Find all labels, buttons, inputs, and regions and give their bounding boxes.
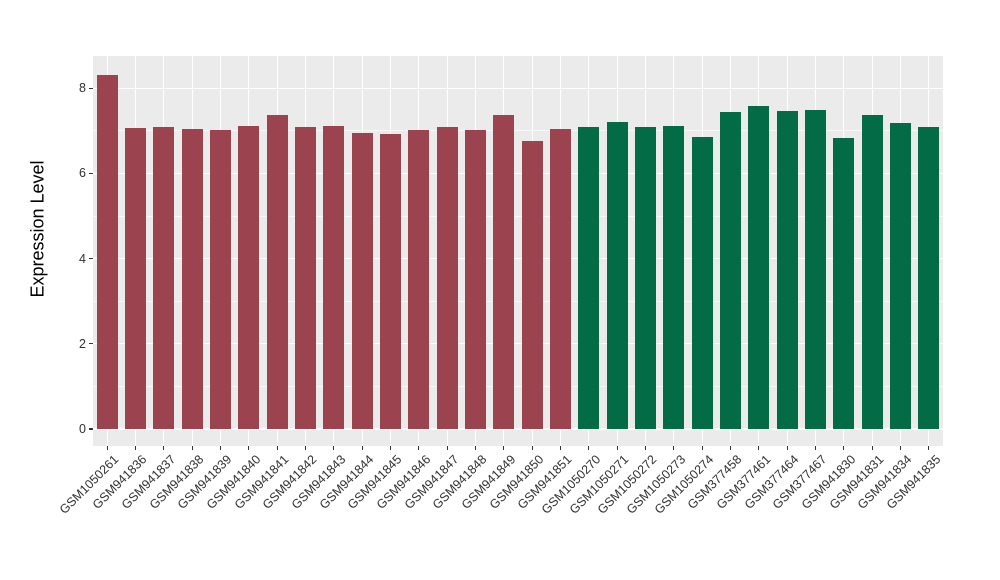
bar-GSM941831 (861, 115, 883, 429)
x-tick-mark (361, 446, 363, 450)
gridline-minor (93, 215, 943, 217)
x-tick-mark (333, 446, 335, 450)
x-tick-mark (163, 446, 165, 450)
bar-GSM941830 (833, 138, 855, 429)
x-tick-mark (786, 446, 788, 450)
x-tick-mark (559, 446, 562, 450)
bar-GSM941850 (521, 141, 543, 429)
x-tick-mark (446, 446, 448, 450)
gridline-minor (93, 130, 943, 132)
x-tick-mark (928, 446, 930, 450)
y-tick-label: 8 (79, 81, 86, 96)
x-tick-mark (814, 446, 817, 450)
bar-GSM1050270 (578, 126, 600, 429)
bar-GSM941848 (465, 129, 486, 429)
bar-GSM941834 (890, 122, 911, 429)
gridline-minor (93, 300, 943, 302)
bar-GSM941842 (295, 126, 316, 429)
x-tick-mark (304, 446, 307, 450)
x-tick-mark (701, 446, 703, 450)
bar-GSM377467 (805, 109, 826, 429)
bar-GSM1050273 (663, 125, 685, 429)
x-tick-mark (106, 446, 108, 450)
bar-GSM941845 (380, 134, 401, 429)
bar-GSM941844 (351, 132, 373, 429)
y-tick-mark (89, 172, 93, 174)
gridline-major (93, 87, 943, 89)
bar-GSM941837 (153, 126, 175, 429)
bar-GSM941841 (266, 115, 288, 429)
y-tick-label: 4 (79, 251, 86, 266)
plot-panel (93, 56, 943, 446)
y-tick-label: 2 (79, 336, 86, 351)
bar-GSM377464 (776, 110, 798, 429)
bar-GSM377461 (748, 105, 770, 429)
gridline-major (93, 172, 943, 175)
x-tick-mark (389, 446, 392, 450)
bar-GSM941849 (493, 114, 515, 429)
x-tick-mark (673, 446, 675, 450)
bar-GSM377458 (720, 112, 741, 429)
x-tick-mark (899, 446, 902, 450)
bar-GSM1050274 (691, 136, 713, 429)
x-tick-mark (588, 446, 590, 450)
y-axis-title: Expression Level (27, 160, 48, 298)
x-tick-mark (219, 446, 222, 450)
bar-GSM941843 (323, 125, 345, 429)
y-tick-mark (89, 428, 93, 430)
gridline-major (93, 343, 943, 345)
bar-GSM941836 (125, 127, 146, 429)
bar-GSM941840 (238, 125, 260, 429)
bar-GSM941847 (436, 126, 458, 429)
bar-GSM941839 (210, 130, 231, 429)
x-tick-mark (418, 446, 420, 450)
x-tick-mark (871, 446, 873, 450)
y-tick-mark (89, 87, 93, 89)
bar-GSM941846 (408, 129, 430, 429)
bar-GSM941838 (181, 129, 203, 429)
y-tick-label: 0 (79, 422, 86, 436)
bar-GSM1050271 (606, 121, 628, 429)
gridline-major (93, 257, 943, 260)
x-tick-mark (134, 446, 137, 450)
bar-GSM1050272 (635, 126, 656, 429)
x-tick-mark (503, 446, 505, 450)
x-tick-mark (276, 446, 278, 450)
x-tick-mark (843, 446, 845, 450)
x-tick-mark (531, 446, 533, 450)
bar-GSM941851 (550, 128, 571, 429)
gridline-minor (93, 386, 943, 387)
x-tick-mark (616, 446, 618, 450)
x-tick-mark (644, 446, 647, 450)
x-tick-mark (474, 446, 477, 450)
y-tick-label: 6 (79, 166, 86, 181)
x-tick-mark (248, 446, 250, 450)
y-tick-mark (89, 258, 93, 260)
bar-GSM1050261 (96, 74, 118, 429)
y-tick-mark (89, 343, 93, 345)
x-tick-mark (729, 446, 732, 450)
x-tick-mark (758, 446, 760, 450)
gridline-major (93, 428, 943, 430)
bar-GSM941835 (918, 127, 940, 429)
x-tick-mark (191, 446, 193, 450)
